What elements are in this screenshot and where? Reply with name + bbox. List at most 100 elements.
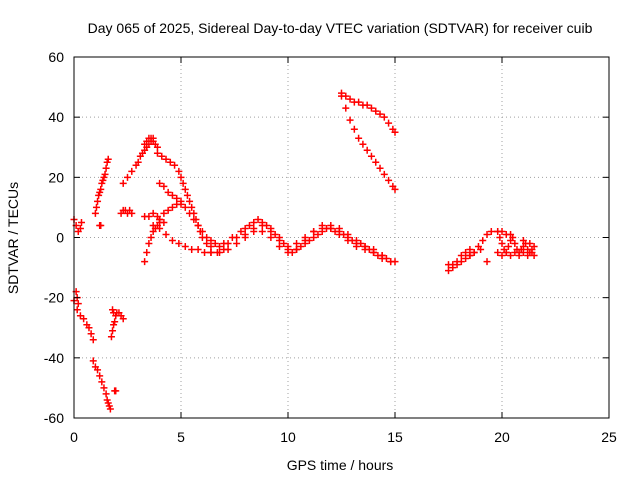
- x-tick-label: 0: [70, 429, 78, 445]
- series-lower-fall: [149, 221, 228, 257]
- data-point: [498, 252, 506, 260]
- data-point: [188, 203, 196, 211]
- data-point: [382, 255, 390, 263]
- axis-ticks: 0 5 10 15 20 25 -60 -40 -20 0 20 40 60: [44, 49, 617, 445]
- y-tick-label: 40: [48, 109, 64, 125]
- data-point: [372, 158, 380, 166]
- series-late-dots: [466, 246, 491, 266]
- data-point: [357, 240, 365, 248]
- data-point: [301, 234, 309, 241]
- data-point: [76, 224, 84, 232]
- series-steep-rise-dot: [96, 221, 105, 229]
- data-point: [168, 191, 176, 199]
- data-point: [502, 249, 510, 257]
- data-point: [338, 92, 345, 100]
- data-point: [181, 243, 189, 251]
- data-point: [507, 252, 515, 260]
- series-branch-16: [156, 179, 185, 205]
- x-axis-label: GPS time / hours: [287, 457, 394, 473]
- data-point: [346, 95, 354, 103]
- data-point: [94, 197, 102, 205]
- data-point: [293, 246, 301, 254]
- data-point: [110, 309, 118, 317]
- data-point: [160, 209, 168, 217]
- data-point: [104, 155, 112, 163]
- data-point: [94, 366, 102, 374]
- data-point: [74, 300, 82, 308]
- data-point: [477, 246, 485, 254]
- data-point: [445, 267, 452, 275]
- x-tick-label: 20: [494, 429, 510, 445]
- series-late-cluster-top: [494, 227, 534, 248]
- data-point: [181, 203, 189, 211]
- data-point: [134, 158, 142, 166]
- data-point: [378, 252, 386, 260]
- data-point: [376, 110, 384, 118]
- data-point: [156, 179, 164, 187]
- data-point: [224, 246, 232, 254]
- data-point: [198, 227, 206, 235]
- data-point: [203, 234, 211, 241]
- data-point: [233, 240, 241, 248]
- data-point: [498, 240, 506, 248]
- data-point: [166, 158, 174, 166]
- data-point: [250, 224, 258, 232]
- data-point: [102, 164, 110, 172]
- data-point: [267, 234, 275, 241]
- x-tick-label: 15: [387, 429, 403, 445]
- data-point: [367, 104, 375, 112]
- data-point: [453, 258, 461, 266]
- data-point: [160, 218, 168, 226]
- data-point: [297, 243, 305, 251]
- data-point: [145, 212, 153, 220]
- series-plunge-out: [111, 387, 120, 395]
- data-point: [494, 249, 502, 257]
- series-steep-rise: [91, 155, 112, 217]
- series-cluster-8: [117, 206, 136, 217]
- series-plunge: [89, 357, 114, 413]
- data-point: [112, 387, 120, 395]
- data-point: [449, 261, 457, 269]
- data-point: [387, 258, 395, 266]
- data-point: [496, 234, 504, 241]
- y-axis-label: SDTVAR / TECUs: [5, 182, 21, 294]
- data-point: [310, 227, 318, 235]
- data-point: [141, 258, 149, 266]
- data-point: [149, 209, 157, 217]
- data-point: [370, 246, 378, 254]
- data-point: [301, 240, 309, 248]
- data-point: [250, 218, 258, 226]
- data-point: [85, 324, 93, 332]
- data-point: [363, 101, 371, 109]
- data-point: [188, 246, 196, 254]
- data-point: [164, 188, 172, 196]
- data-point: [275, 234, 283, 241]
- data-point: [119, 315, 127, 323]
- data-point: [194, 246, 202, 254]
- data-point: [327, 221, 335, 229]
- data-point: [160, 182, 168, 190]
- data-point: [179, 179, 187, 187]
- series-rise-to-peak: [119, 134, 157, 187]
- data-point: [87, 330, 95, 338]
- data-point: [119, 179, 127, 187]
- data-point: [254, 215, 262, 223]
- data-point: [263, 221, 271, 229]
- y-tick-label: -60: [44, 410, 64, 426]
- data-point: [194, 221, 202, 229]
- data-point: [342, 104, 350, 112]
- data-point: [158, 152, 166, 160]
- data-point: [380, 113, 388, 121]
- data-point: [168, 237, 176, 245]
- data-point: [107, 333, 115, 341]
- data-point: [280, 240, 288, 248]
- data-point: [211, 240, 219, 248]
- data-point: [363, 146, 371, 154]
- data-point: [507, 230, 515, 238]
- x-tick-label: 5: [177, 429, 185, 445]
- series-high-arc-lower: [338, 92, 399, 193]
- data-point: [487, 227, 495, 235]
- data-point: [241, 224, 249, 232]
- data-point: [145, 240, 153, 248]
